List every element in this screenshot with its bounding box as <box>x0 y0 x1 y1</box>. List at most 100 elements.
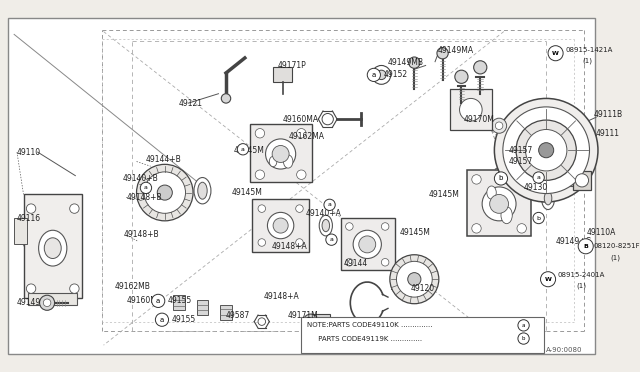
Text: 49145M: 49145M <box>399 228 430 237</box>
Circle shape <box>70 284 79 294</box>
Text: 49160MA: 49160MA <box>282 115 319 124</box>
Bar <box>252 199 309 252</box>
Text: 49144+B: 49144+B <box>146 155 182 164</box>
Text: a: a <box>330 237 333 242</box>
Text: NOTE:PARTS CODE49110K ..............: NOTE:PARTS CODE49110K .............. <box>307 323 433 328</box>
Circle shape <box>474 61 487 74</box>
Circle shape <box>495 122 503 129</box>
Circle shape <box>26 284 36 294</box>
Ellipse shape <box>44 238 61 259</box>
Circle shape <box>152 294 164 308</box>
Circle shape <box>268 212 294 239</box>
Text: 49148+A: 49148+A <box>271 242 307 251</box>
Bar <box>173 295 184 310</box>
Text: 49155: 49155 <box>172 315 196 324</box>
Circle shape <box>578 239 593 254</box>
Circle shape <box>140 182 152 193</box>
Ellipse shape <box>198 182 207 199</box>
Ellipse shape <box>284 155 293 168</box>
Circle shape <box>303 314 318 329</box>
Text: a: a <box>522 323 525 328</box>
Text: 08120-8251F: 08120-8251F <box>593 243 640 249</box>
Circle shape <box>40 295 54 310</box>
Circle shape <box>353 230 381 259</box>
Circle shape <box>381 223 389 230</box>
Circle shape <box>296 205 303 212</box>
Circle shape <box>490 195 509 213</box>
Circle shape <box>255 170 264 179</box>
Text: 49149+C: 49149+C <box>556 237 591 246</box>
Text: 49110: 49110 <box>17 148 41 157</box>
Bar <box>250 124 312 182</box>
Text: 49149MA: 49149MA <box>438 46 474 55</box>
Text: PARTS CODE49119K ..............: PARTS CODE49119K .............. <box>307 336 422 341</box>
Ellipse shape <box>520 146 531 153</box>
Text: 49111B: 49111B <box>593 110 622 119</box>
Circle shape <box>472 224 481 233</box>
Circle shape <box>460 99 482 121</box>
Text: B: B <box>583 244 588 249</box>
Text: 49110A: 49110A <box>587 228 616 237</box>
Circle shape <box>296 129 306 138</box>
Ellipse shape <box>194 177 211 204</box>
Text: 49160MB: 49160MB <box>126 296 162 305</box>
Circle shape <box>144 172 186 213</box>
Circle shape <box>237 144 248 155</box>
Circle shape <box>372 65 391 84</box>
Circle shape <box>437 48 448 59</box>
Text: 49162MA: 49162MA <box>289 132 325 141</box>
Text: 49155: 49155 <box>168 296 192 305</box>
Circle shape <box>136 164 193 221</box>
Text: 49111: 49111 <box>595 129 619 138</box>
Ellipse shape <box>544 192 552 205</box>
Bar <box>467 170 531 236</box>
Text: 49149: 49149 <box>17 298 41 307</box>
Circle shape <box>359 236 376 253</box>
Circle shape <box>533 212 544 224</box>
Ellipse shape <box>541 187 555 209</box>
Ellipse shape <box>322 219 330 232</box>
Bar <box>301 317 544 353</box>
Text: b: b <box>522 336 525 341</box>
Text: 49140+B: 49140+B <box>122 174 158 183</box>
Circle shape <box>272 145 289 163</box>
Text: 49120: 49120 <box>411 284 435 293</box>
Circle shape <box>258 318 266 326</box>
Text: 49170M: 49170M <box>463 115 494 124</box>
Circle shape <box>396 262 432 297</box>
Bar <box>531 175 578 186</box>
Text: 49121: 49121 <box>179 99 203 108</box>
Circle shape <box>326 234 337 245</box>
Bar <box>450 89 492 131</box>
Circle shape <box>255 129 264 138</box>
Circle shape <box>273 218 288 233</box>
Text: 49148+B: 49148+B <box>126 193 162 202</box>
Bar <box>341 218 395 270</box>
Circle shape <box>482 187 516 221</box>
Text: 08915-2401A: 08915-2401A <box>557 272 605 278</box>
Text: 49171M: 49171M <box>287 311 318 320</box>
Text: a: a <box>144 185 148 190</box>
Text: 49145M: 49145M <box>234 146 264 155</box>
Circle shape <box>575 174 589 187</box>
Text: 49148+A: 49148+A <box>264 292 300 301</box>
Text: b: b <box>537 215 541 221</box>
Circle shape <box>517 175 526 184</box>
Ellipse shape <box>269 156 277 167</box>
Circle shape <box>377 70 386 80</box>
Circle shape <box>157 185 172 200</box>
Circle shape <box>44 299 51 307</box>
Text: a: a <box>156 298 161 304</box>
Ellipse shape <box>518 154 533 163</box>
Text: a: a <box>241 147 245 152</box>
Circle shape <box>258 205 266 212</box>
Circle shape <box>390 255 439 304</box>
Circle shape <box>266 139 296 169</box>
Circle shape <box>492 118 507 133</box>
Text: 49162MB: 49162MB <box>115 282 151 291</box>
Ellipse shape <box>319 215 332 236</box>
Circle shape <box>346 223 353 230</box>
Text: W: W <box>545 277 552 282</box>
Text: 49157: 49157 <box>509 146 532 155</box>
Text: (1): (1) <box>576 283 586 289</box>
